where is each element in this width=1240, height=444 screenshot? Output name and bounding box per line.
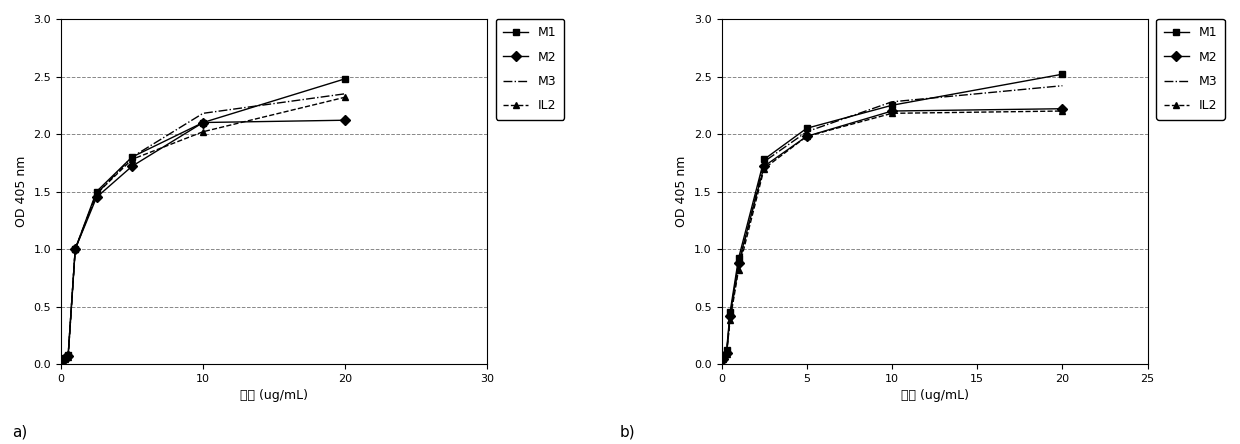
IL2 (732, 267, 746, 273)
M3 (55, 358, 69, 363)
M3 (68, 246, 83, 252)
IL2 (55, 358, 69, 363)
M3 (800, 129, 815, 135)
M1 (61, 352, 76, 357)
M1 (55, 358, 69, 363)
M2 (732, 260, 746, 266)
M2 (89, 194, 104, 200)
Text: b): b) (620, 424, 636, 440)
IL2 (89, 191, 104, 197)
IL2 (756, 166, 771, 171)
Line: IL2: IL2 (719, 107, 1066, 363)
Y-axis label: OD 405 nm: OD 405 nm (676, 156, 688, 227)
M1 (196, 120, 211, 125)
M3 (719, 350, 734, 355)
M1 (124, 155, 139, 160)
M3 (337, 91, 352, 96)
M1 (723, 309, 738, 315)
M2 (55, 358, 69, 363)
Text: a): a) (12, 424, 27, 440)
M1 (800, 126, 815, 131)
M3 (1055, 83, 1070, 88)
M1 (1055, 71, 1070, 77)
M2 (337, 118, 352, 123)
X-axis label: 浓度 (ug/mL): 浓度 (ug/mL) (241, 389, 308, 402)
M2 (756, 163, 771, 169)
M1 (719, 348, 734, 353)
Line: M3: M3 (723, 86, 1063, 360)
M1 (89, 189, 104, 194)
Line: M1: M1 (60, 75, 348, 364)
M3 (196, 111, 211, 116)
M1 (732, 256, 746, 261)
Legend: M1, M2, M3, IL2: M1, M2, M3, IL2 (1156, 19, 1225, 120)
IL2 (61, 354, 76, 360)
M3 (58, 356, 73, 361)
IL2 (884, 111, 899, 116)
IL2 (196, 129, 211, 135)
M3 (723, 315, 738, 321)
M3 (715, 357, 730, 362)
IL2 (124, 157, 139, 162)
Line: M1: M1 (719, 71, 1066, 362)
IL2 (337, 95, 352, 100)
M2 (800, 134, 815, 139)
IL2 (719, 351, 734, 357)
M3 (124, 155, 139, 160)
M2 (196, 120, 211, 125)
X-axis label: 浓度 (ug/mL): 浓度 (ug/mL) (900, 389, 968, 402)
M2 (715, 357, 730, 362)
M2 (68, 246, 83, 252)
IL2 (723, 318, 738, 323)
Line: M2: M2 (719, 105, 1066, 363)
IL2 (1055, 108, 1070, 114)
IL2 (68, 246, 83, 252)
M1 (884, 103, 899, 108)
M1 (68, 246, 83, 252)
M2 (124, 163, 139, 169)
M3 (61, 353, 76, 359)
M2 (1055, 106, 1070, 111)
IL2 (58, 357, 73, 362)
Legend: M1, M2, M3, IL2: M1, M2, M3, IL2 (496, 19, 564, 120)
M2 (719, 350, 734, 355)
M3 (89, 191, 104, 197)
M3 (732, 264, 746, 269)
M1 (337, 76, 352, 82)
M1 (756, 157, 771, 162)
M1 (58, 356, 73, 361)
Line: IL2: IL2 (60, 94, 348, 364)
M2 (723, 313, 738, 318)
Y-axis label: OD 405 nm: OD 405 nm (15, 156, 29, 227)
M1 (715, 356, 730, 361)
M3 (756, 159, 771, 164)
IL2 (715, 357, 730, 362)
M2 (58, 356, 73, 361)
M2 (61, 353, 76, 359)
Line: M2: M2 (60, 117, 348, 364)
M2 (884, 108, 899, 114)
IL2 (800, 134, 815, 139)
M3 (884, 99, 899, 104)
Line: M3: M3 (62, 94, 345, 361)
